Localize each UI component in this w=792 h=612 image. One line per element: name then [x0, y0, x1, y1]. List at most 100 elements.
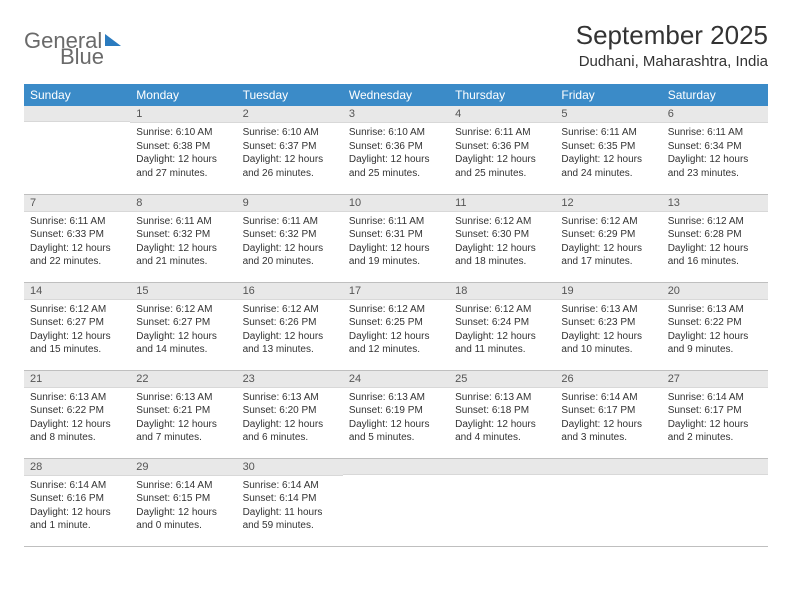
- sunrise-text: Sunrise: 6:12 AM: [349, 303, 443, 317]
- sunrise-text: Sunrise: 6:13 AM: [30, 391, 124, 405]
- daylight-text: Daylight: 12 hours and 21 minutes.: [136, 242, 230, 269]
- daylight-text: Daylight: 12 hours and 23 minutes.: [668, 153, 762, 180]
- sunset-text: Sunset: 6:22 PM: [30, 404, 124, 418]
- sunset-text: Sunset: 6:17 PM: [668, 404, 762, 418]
- sunset-text: Sunset: 6:24 PM: [455, 316, 549, 330]
- sunrise-text: Sunrise: 6:13 AM: [455, 391, 549, 405]
- day-number: 1: [130, 106, 236, 123]
- day-body: Sunrise: 6:11 AMSunset: 6:34 PMDaylight:…: [662, 123, 768, 186]
- day-number: 5: [555, 106, 661, 123]
- daylight-text: Daylight: 12 hours and 27 minutes.: [136, 153, 230, 180]
- day-body: [24, 122, 130, 182]
- daylight-text: Daylight: 12 hours and 14 minutes.: [136, 330, 230, 357]
- day-number: 17: [343, 283, 449, 300]
- calendar-day: 15Sunrise: 6:12 AMSunset: 6:27 PMDayligh…: [130, 282, 236, 370]
- sunset-text: Sunset: 6:37 PM: [243, 140, 337, 154]
- day-body: Sunrise: 6:13 AMSunset: 6:19 PMDaylight:…: [343, 388, 449, 451]
- sunrise-text: Sunrise: 6:13 AM: [561, 303, 655, 317]
- calendar-empty: [24, 106, 130, 194]
- day-number: 21: [24, 371, 130, 388]
- weekday-header: Friday: [555, 84, 661, 106]
- daylight-text: Daylight: 12 hours and 11 minutes.: [455, 330, 549, 357]
- day-number: 25: [449, 371, 555, 388]
- sunset-text: Sunset: 6:22 PM: [668, 316, 762, 330]
- day-number: 27: [662, 371, 768, 388]
- day-body: Sunrise: 6:10 AMSunset: 6:38 PMDaylight:…: [130, 123, 236, 186]
- day-number: 26: [555, 371, 661, 388]
- calendar-day: 7Sunrise: 6:11 AMSunset: 6:33 PMDaylight…: [24, 194, 130, 282]
- sunrise-text: Sunrise: 6:14 AM: [668, 391, 762, 405]
- calendar-day: 13Sunrise: 6:12 AMSunset: 6:28 PMDayligh…: [662, 194, 768, 282]
- calendar-day: 3Sunrise: 6:10 AMSunset: 6:36 PMDaylight…: [343, 106, 449, 194]
- sunrise-text: Sunrise: 6:13 AM: [136, 391, 230, 405]
- sunset-text: Sunset: 6:34 PM: [668, 140, 762, 154]
- sunset-text: Sunset: 6:33 PM: [30, 228, 124, 242]
- daylight-text: Daylight: 12 hours and 25 minutes.: [455, 153, 549, 180]
- weekday-header: Saturday: [662, 84, 768, 106]
- sunrise-text: Sunrise: 6:12 AM: [455, 215, 549, 229]
- day-number: 13: [662, 195, 768, 212]
- weekday-header: Monday: [130, 84, 236, 106]
- day-body: Sunrise: 6:14 AMSunset: 6:17 PMDaylight:…: [662, 388, 768, 451]
- daylight-text: Daylight: 12 hours and 13 minutes.: [243, 330, 337, 357]
- calendar-empty: [343, 458, 449, 546]
- sunrise-text: Sunrise: 6:11 AM: [30, 215, 124, 229]
- calendar-day: 27Sunrise: 6:14 AMSunset: 6:17 PMDayligh…: [662, 370, 768, 458]
- sunset-text: Sunset: 6:21 PM: [136, 404, 230, 418]
- calendar-day: 11Sunrise: 6:12 AMSunset: 6:30 PMDayligh…: [449, 194, 555, 282]
- calendar-day: 18Sunrise: 6:12 AMSunset: 6:24 PMDayligh…: [449, 282, 555, 370]
- day-body: [662, 475, 768, 535]
- calendar-day: 4Sunrise: 6:11 AMSunset: 6:36 PMDaylight…: [449, 106, 555, 194]
- daylight-text: Daylight: 11 hours and 59 minutes.: [243, 506, 337, 533]
- sunset-text: Sunset: 6:19 PM: [349, 404, 443, 418]
- sunrise-text: Sunrise: 6:11 AM: [136, 215, 230, 229]
- day-number: 28: [24, 459, 130, 476]
- calendar-day: 24Sunrise: 6:13 AMSunset: 6:19 PMDayligh…: [343, 370, 449, 458]
- day-number: 19: [555, 283, 661, 300]
- daylight-text: Daylight: 12 hours and 19 minutes.: [349, 242, 443, 269]
- day-body: Sunrise: 6:13 AMSunset: 6:22 PMDaylight:…: [24, 388, 130, 451]
- day-body: Sunrise: 6:11 AMSunset: 6:36 PMDaylight:…: [449, 123, 555, 186]
- day-body: Sunrise: 6:14 AMSunset: 6:15 PMDaylight:…: [130, 476, 236, 539]
- weekday-header: Sunday: [24, 84, 130, 106]
- calendar-day: 14Sunrise: 6:12 AMSunset: 6:27 PMDayligh…: [24, 282, 130, 370]
- day-number: 24: [343, 371, 449, 388]
- day-body: Sunrise: 6:11 AMSunset: 6:33 PMDaylight:…: [24, 212, 130, 275]
- day-number: 10: [343, 195, 449, 212]
- calendar-day: 28Sunrise: 6:14 AMSunset: 6:16 PMDayligh…: [24, 458, 130, 546]
- sunset-text: Sunset: 6:29 PM: [561, 228, 655, 242]
- calendar-day: 20Sunrise: 6:13 AMSunset: 6:22 PMDayligh…: [662, 282, 768, 370]
- day-body: Sunrise: 6:12 AMSunset: 6:27 PMDaylight:…: [24, 300, 130, 363]
- calendar-day: 8Sunrise: 6:11 AMSunset: 6:32 PMDaylight…: [130, 194, 236, 282]
- sunset-text: Sunset: 6:36 PM: [455, 140, 549, 154]
- daylight-text: Daylight: 12 hours and 24 minutes.: [561, 153, 655, 180]
- sunset-text: Sunset: 6:17 PM: [561, 404, 655, 418]
- day-number: 29: [130, 459, 236, 476]
- sunrise-text: Sunrise: 6:12 AM: [668, 215, 762, 229]
- day-body: Sunrise: 6:12 AMSunset: 6:26 PMDaylight:…: [237, 300, 343, 363]
- sunrise-text: Sunrise: 6:11 AM: [668, 126, 762, 140]
- weekday-header: Thursday: [449, 84, 555, 106]
- sunset-text: Sunset: 6:26 PM: [243, 316, 337, 330]
- daylight-text: Daylight: 12 hours and 4 minutes.: [455, 418, 549, 445]
- calendar-day: 6Sunrise: 6:11 AMSunset: 6:34 PMDaylight…: [662, 106, 768, 194]
- calendar-day: 29Sunrise: 6:14 AMSunset: 6:15 PMDayligh…: [130, 458, 236, 546]
- sunset-text: Sunset: 6:15 PM: [136, 492, 230, 506]
- day-number: 22: [130, 371, 236, 388]
- calendar-day: 17Sunrise: 6:12 AMSunset: 6:25 PMDayligh…: [343, 282, 449, 370]
- sunset-text: Sunset: 6:14 PM: [243, 492, 337, 506]
- day-body: Sunrise: 6:13 AMSunset: 6:20 PMDaylight:…: [237, 388, 343, 451]
- day-body: Sunrise: 6:13 AMSunset: 6:23 PMDaylight:…: [555, 300, 661, 363]
- calendar-table: SundayMondayTuesdayWednesdayThursdayFrid…: [24, 84, 768, 547]
- calendar-day: 1Sunrise: 6:10 AMSunset: 6:38 PMDaylight…: [130, 106, 236, 194]
- daylight-text: Daylight: 12 hours and 8 minutes.: [30, 418, 124, 445]
- day-number: 3: [343, 106, 449, 123]
- sunrise-text: Sunrise: 6:11 AM: [561, 126, 655, 140]
- day-body: Sunrise: 6:11 AMSunset: 6:32 PMDaylight:…: [237, 212, 343, 275]
- daylight-text: Daylight: 12 hours and 16 minutes.: [668, 242, 762, 269]
- sunrise-text: Sunrise: 6:12 AM: [30, 303, 124, 317]
- sunset-text: Sunset: 6:23 PM: [561, 316, 655, 330]
- day-body: Sunrise: 6:12 AMSunset: 6:29 PMDaylight:…: [555, 212, 661, 275]
- calendar-day: 19Sunrise: 6:13 AMSunset: 6:23 PMDayligh…: [555, 282, 661, 370]
- calendar-empty: [662, 458, 768, 546]
